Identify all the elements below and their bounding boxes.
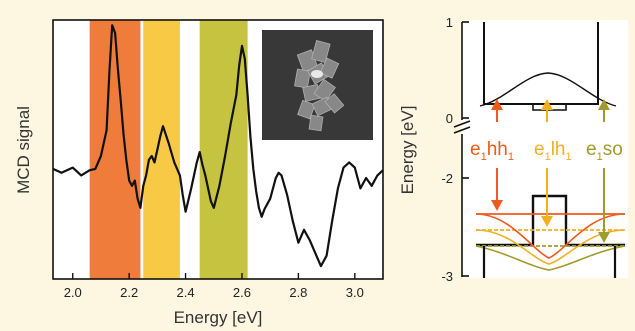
lh-wavefunction bbox=[475, 229, 626, 265]
mcd-spectrum-panel: 2.0 2.2 2.4 2.6 2.8 3.0 Energy [eV] MCD signa… bbox=[14, 19, 384, 327]
lh-down-arrow bbox=[541, 168, 553, 227]
x-tick-label-2: 2.2 bbox=[120, 285, 138, 300]
y-tick-label-minus-3: -3 bbox=[441, 269, 453, 284]
transition-label-hh: e1hh1 bbox=[470, 139, 514, 163]
inset-platelets bbox=[294, 40, 345, 132]
diagram-y-axis-title: Energy [eV] bbox=[398, 106, 417, 195]
so-wavefunction bbox=[475, 245, 626, 271]
so-down-arrow bbox=[598, 168, 610, 243]
micrograph-inset bbox=[262, 30, 373, 140]
axis-break-mark-2 bbox=[453, 126, 471, 134]
valence-band-lower-edge bbox=[482, 246, 617, 278]
x-tick-label-6: 3.0 bbox=[346, 285, 364, 300]
electron-wavefunction bbox=[479, 72, 617, 107]
hh-down-arrow bbox=[491, 168, 503, 211]
axis-break-mark-1 bbox=[453, 120, 471, 128]
y-tick-label-minus-2: -2 bbox=[441, 171, 453, 186]
energy-diagram-panel: 1 0 -2 -3 Energy [eV] e1 bbox=[398, 15, 628, 284]
x-tick-label-1: 2.0 bbox=[64, 285, 82, 300]
x-tick-label-4: 2.6 bbox=[233, 285, 251, 300]
x-tick-label-5: 2.8 bbox=[289, 285, 307, 300]
transition-label-lh: e1lh1 bbox=[534, 139, 572, 163]
plot-frame bbox=[52, 19, 384, 280]
x-axis-title: Energy [eV] bbox=[174, 308, 263, 327]
mcd-series-line bbox=[52, 24, 384, 268]
shaded-bands bbox=[89, 20, 248, 279]
y-axis-title: MCD signal bbox=[14, 106, 33, 194]
x-axis-ticks: 2.0 2.2 2.4 2.6 2.8 3.0 bbox=[64, 273, 364, 300]
inset-highlight bbox=[311, 70, 323, 78]
hh-up-arrow bbox=[491, 99, 503, 122]
x-tick-label-3: 2.4 bbox=[177, 285, 195, 300]
hh-wavefunction bbox=[475, 213, 626, 259]
shaded-band-1 bbox=[89, 20, 141, 279]
lh-up-arrow bbox=[541, 99, 553, 122]
transition-label-so: e1so bbox=[586, 139, 623, 163]
shaded-band-2 bbox=[143, 20, 180, 279]
so-up-arrow bbox=[598, 99, 610, 122]
y-tick-label-0: 0 bbox=[446, 111, 453, 126]
y-tick-label-1: 1 bbox=[446, 15, 453, 30]
valence-band-edge bbox=[476, 194, 625, 247]
